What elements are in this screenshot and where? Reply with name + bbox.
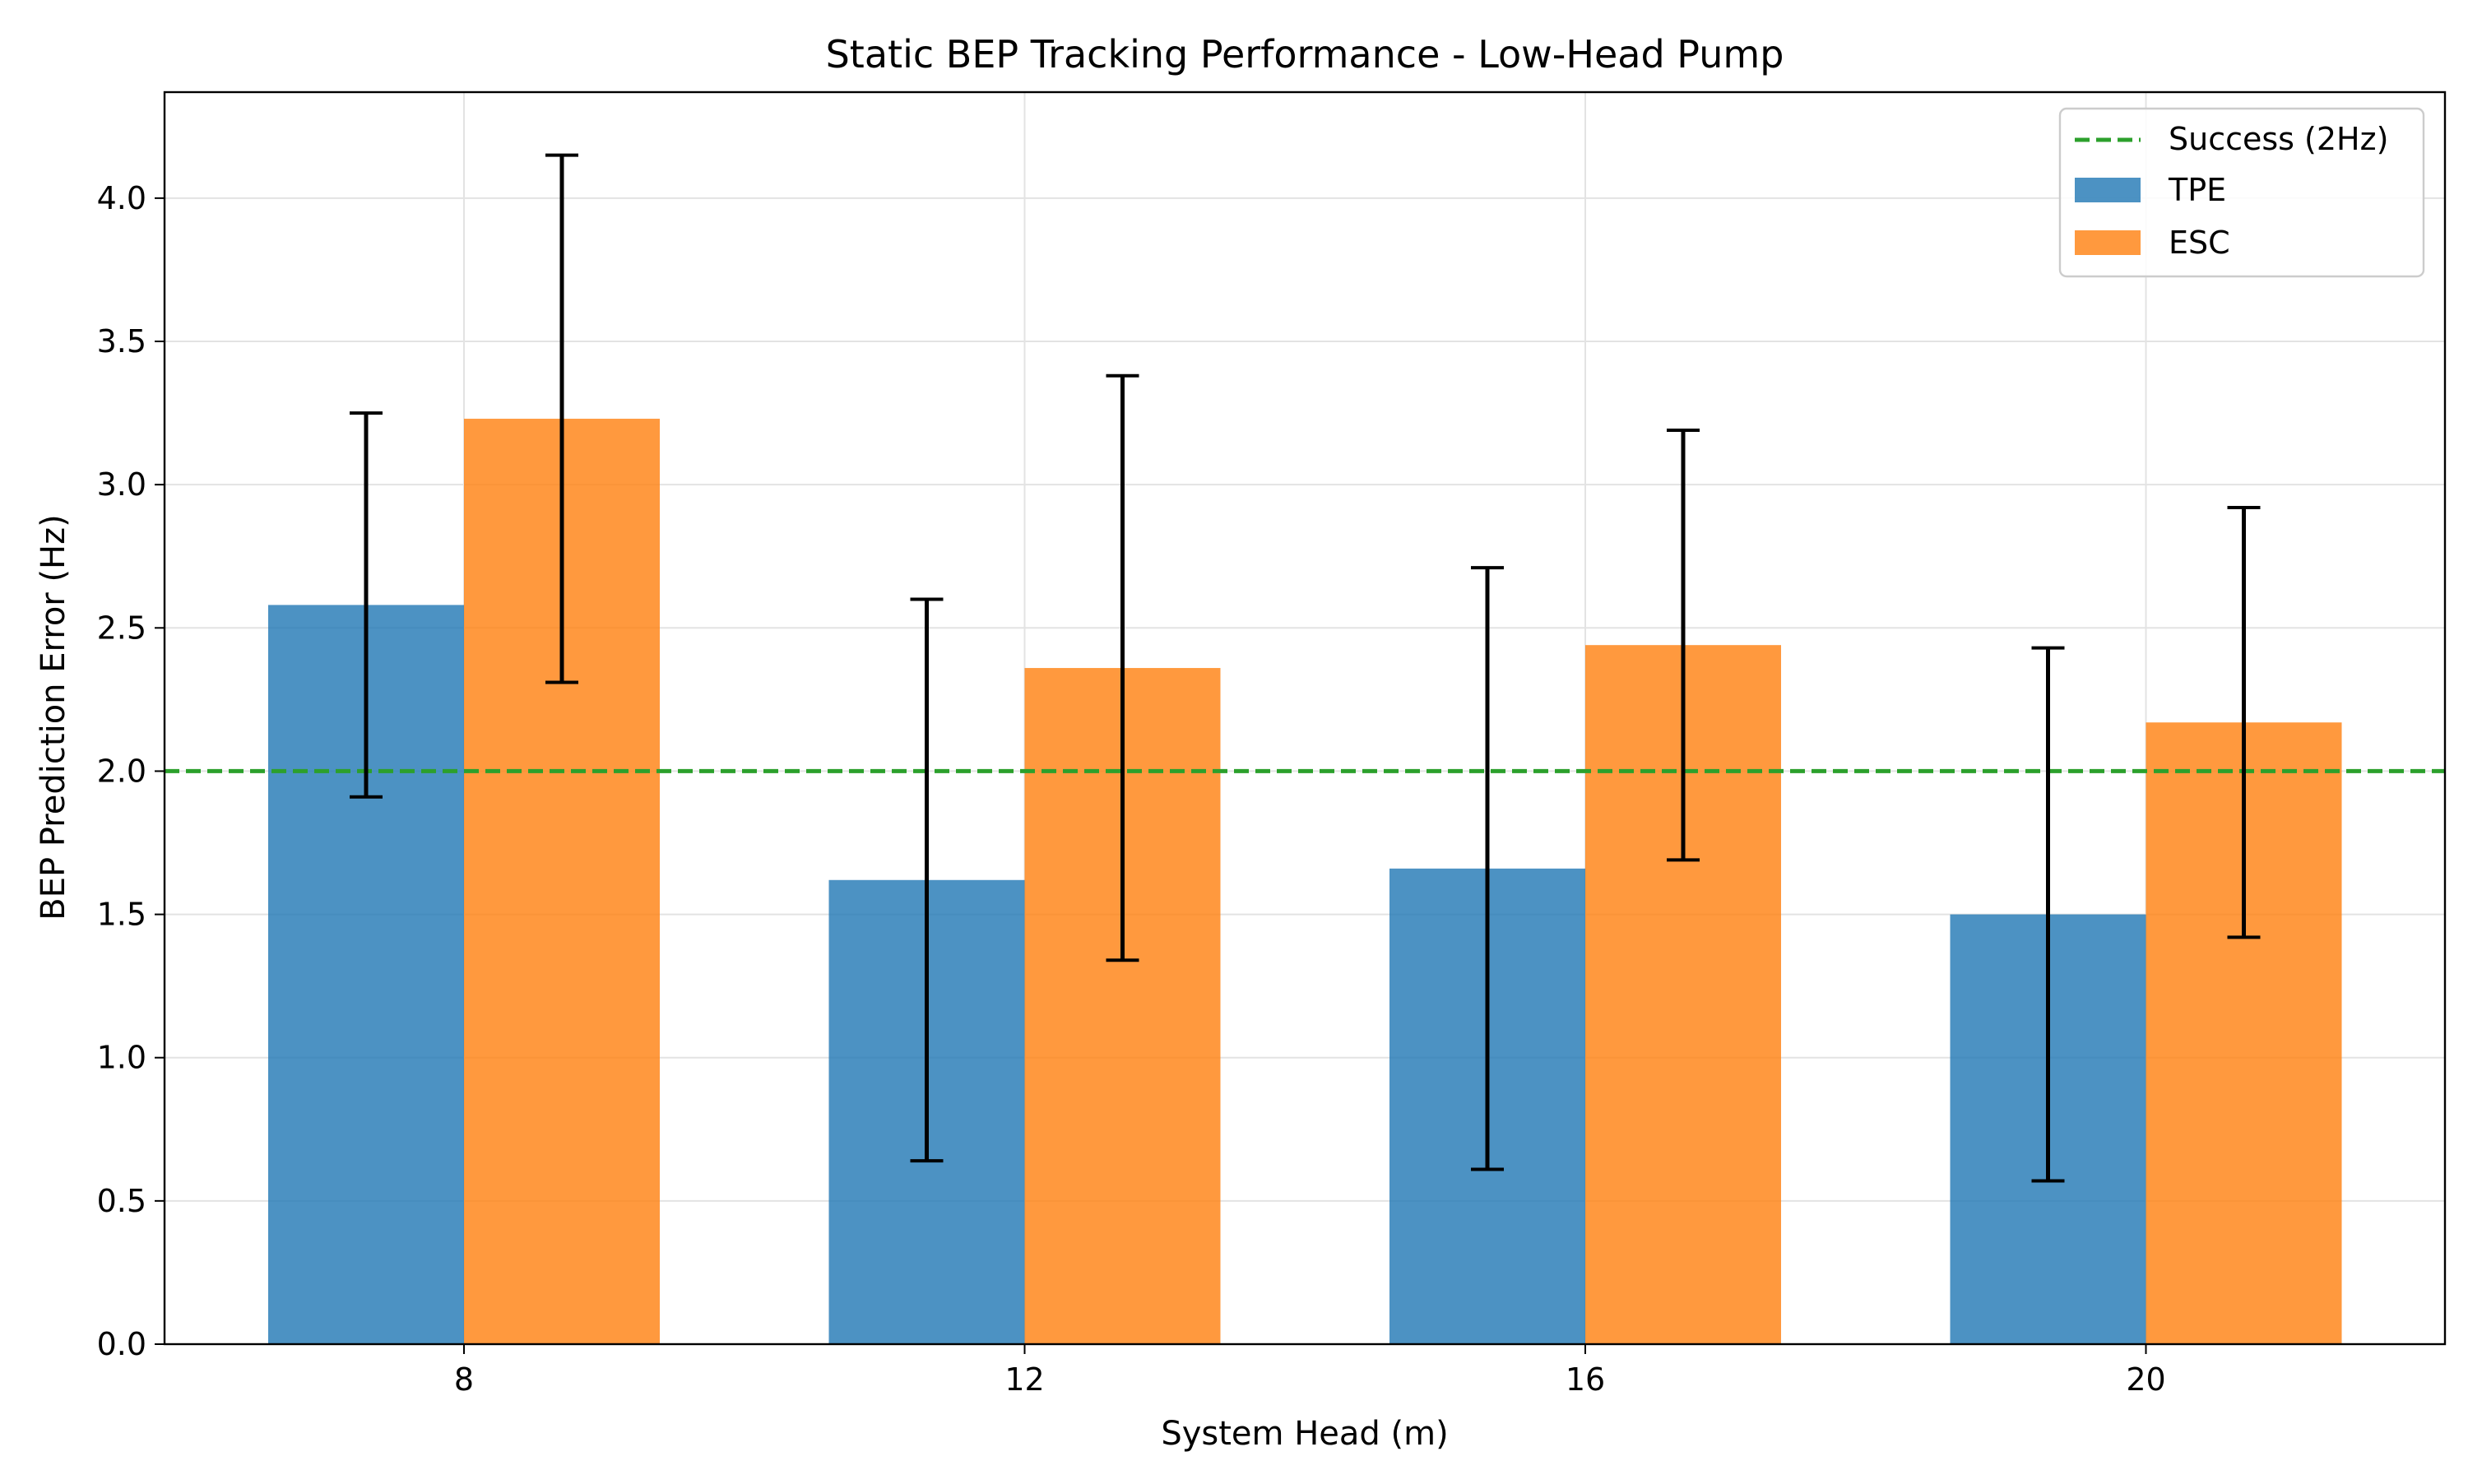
- y-tick-label: 1.5: [97, 897, 146, 933]
- x-tick-label: 16: [1566, 1361, 1605, 1398]
- y-tick-label: 1.0: [97, 1040, 146, 1076]
- y-tick-label: 2.0: [97, 753, 146, 789]
- y-tick-label: 3.0: [97, 466, 146, 503]
- y-tick-label: 4.0: [97, 180, 146, 216]
- y-tick-label: 3.5: [97, 323, 146, 359]
- legend-swatch-tpe: [2075, 178, 2141, 202]
- x-axis: 8 12 16 20: [454, 1344, 2166, 1398]
- y-axis: 0.0 0.5 1.0 1.5 2.0 2.5 3.0 3.5 4.0: [97, 180, 165, 1362]
- legend: Success (2Hz) TPE ESC: [2058, 107, 2425, 278]
- x-tick-label: 12: [1004, 1361, 1044, 1398]
- legend-label-tpe: TPE: [2168, 172, 2226, 208]
- legend-label-reference: Success (2Hz): [2169, 121, 2388, 157]
- y-tick-label: 0.5: [97, 1183, 146, 1219]
- error-bars-layer: [350, 153, 2261, 1183]
- x-axis-label: System Head (m): [1161, 1415, 1448, 1453]
- y-tick-label: 0.0: [97, 1326, 146, 1362]
- y-tick-label: 2.5: [97, 610, 146, 646]
- chart-title: Static BEP Tracking Performance - Low-He…: [826, 32, 1784, 77]
- legend-swatch-esc: [2075, 230, 2141, 255]
- x-tick-label: 20: [2126, 1361, 2165, 1398]
- x-tick-label: 8: [454, 1361, 474, 1398]
- plot-frame: [163, 90, 2447, 1346]
- legend-label-esc: ESC: [2169, 225, 2230, 261]
- y-axis-label: BEP Prediction Error (Hz): [35, 514, 72, 920]
- legend-box: [2058, 107, 2425, 278]
